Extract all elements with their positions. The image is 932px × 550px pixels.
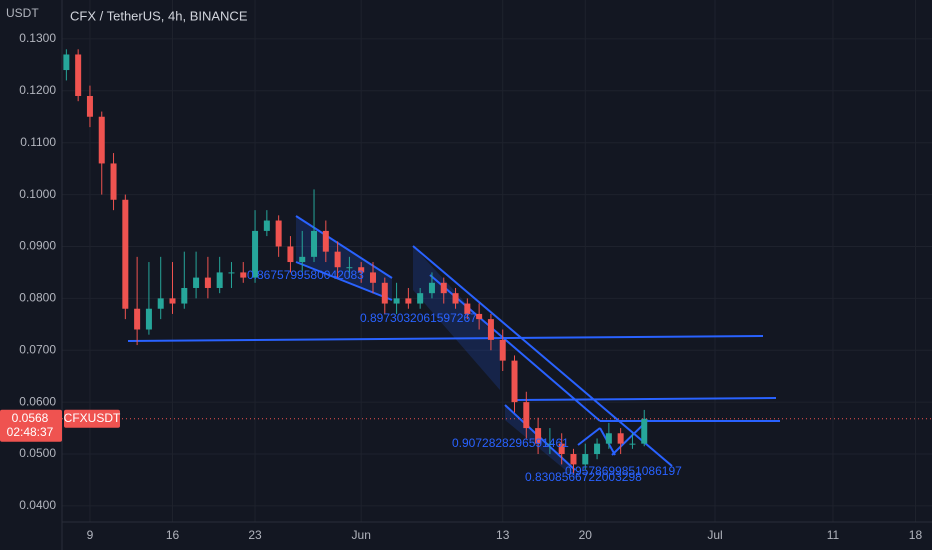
y-tick-label: 0.0800 (19, 291, 56, 305)
last-price-label: 0.0568 (12, 411, 49, 425)
y-tick-label: 0.1100 (20, 135, 56, 149)
candle-body (86, 95, 93, 117)
annotation: 0.8973032061597267 (360, 311, 477, 325)
countdown: 02:48:37 (7, 425, 54, 439)
x-tick-label: 18 (909, 528, 923, 542)
candle-body (98, 116, 105, 164)
candle-body (452, 293, 459, 304)
candle-body (134, 308, 141, 330)
candle-body (204, 277, 211, 288)
candle-body (75, 54, 82, 96)
annotation: 0.8308566722003298 (525, 470, 642, 484)
y-tick-label: 0.0700 (19, 342, 56, 356)
x-tick-label: 23 (248, 528, 262, 542)
candle-body (299, 256, 306, 263)
candle-body (358, 267, 365, 273)
candle-body (110, 163, 117, 200)
candle-body (523, 402, 530, 429)
candle-body (122, 199, 129, 309)
x-tick-label: 13 (496, 528, 510, 542)
annotation: 0.9578699851086197 (565, 464, 682, 478)
y-tick-label: 0.1000 (19, 187, 56, 201)
candle-body (440, 282, 447, 294)
candle-body (322, 230, 329, 252)
candle-body (275, 220, 282, 247)
candle-body (428, 282, 435, 294)
x-tick-label: 16 (166, 528, 180, 542)
annotations: 0.8675799580042083 0.8973032061597267 0.… (247, 268, 682, 484)
candle-body (405, 298, 412, 304)
trend-line (412, 245, 673, 467)
candle-body (499, 339, 506, 361)
x-tick-label: Jul (707, 528, 722, 542)
candle-body (381, 282, 388, 304)
x-tick-label: 9 (87, 528, 94, 542)
trend-line (577, 427, 601, 446)
candle-body (145, 308, 152, 330)
trend-line (295, 215, 393, 279)
y-tick-label: 0.0400 (19, 498, 56, 512)
candle-body (417, 293, 424, 304)
price-scale-bg (0, 0, 62, 550)
candle-body (287, 246, 294, 263)
candle-body (511, 360, 518, 403)
symbol-box (64, 409, 120, 428)
candle-body (63, 54, 70, 71)
candle-body (252, 230, 259, 278)
x-tick-label: 11 (827, 528, 840, 542)
candle-body (570, 454, 577, 465)
y-tick-label: 0.0900 (19, 239, 56, 253)
candle-body (157, 298, 164, 309)
candle-body (641, 418, 648, 444)
x-tick-label: 20 (579, 528, 593, 542)
candle-body (193, 277, 200, 288)
channel-fill (413, 246, 500, 390)
trend-line (295, 261, 393, 301)
candle-body (369, 272, 376, 283)
candle-body (629, 443, 636, 445)
candle-body (240, 272, 247, 278)
candle-body (546, 443, 553, 445)
annotation: 0.8675799580042083 (247, 268, 364, 282)
annotation: 0.9072828296591461 (452, 436, 569, 450)
candle-body (228, 272, 235, 274)
last-price-box (0, 409, 62, 442)
time-scale-bg (62, 522, 932, 550)
axis-unit: USDT (6, 6, 39, 20)
candle-body (594, 443, 601, 455)
y-tick-label: 0.1200 (19, 83, 56, 97)
candle-body (334, 251, 341, 268)
candle-body (393, 298, 400, 304)
candle-body (617, 433, 624, 444)
candle-body (535, 428, 542, 444)
candle-body (181, 287, 188, 304)
horizontal-line (127, 335, 764, 342)
candle-body (311, 230, 318, 257)
candle-body (464, 303, 471, 314)
y-tick-label: 0.1300 (19, 31, 56, 45)
candle-body (476, 313, 483, 320)
candle-body (558, 443, 565, 455)
channel-fill (296, 216, 392, 300)
candle-body (487, 319, 494, 340)
candle-body (582, 454, 589, 465)
y-tick-label: 0.0600 (19, 394, 56, 408)
candle-body (605, 433, 612, 444)
candle-body (169, 298, 176, 304)
x-tick-label: Jun (352, 528, 371, 542)
chart-title: CFX / TetherUS, 4h, BINANCE (70, 8, 248, 23)
candle-body (346, 267, 353, 269)
candle-body (263, 220, 270, 231)
symbol-label: CFXUSDT (64, 411, 121, 425)
horizontal-line (516, 397, 777, 401)
candle-body (216, 272, 223, 288)
y-tick-label: 0.0500 (19, 446, 56, 460)
